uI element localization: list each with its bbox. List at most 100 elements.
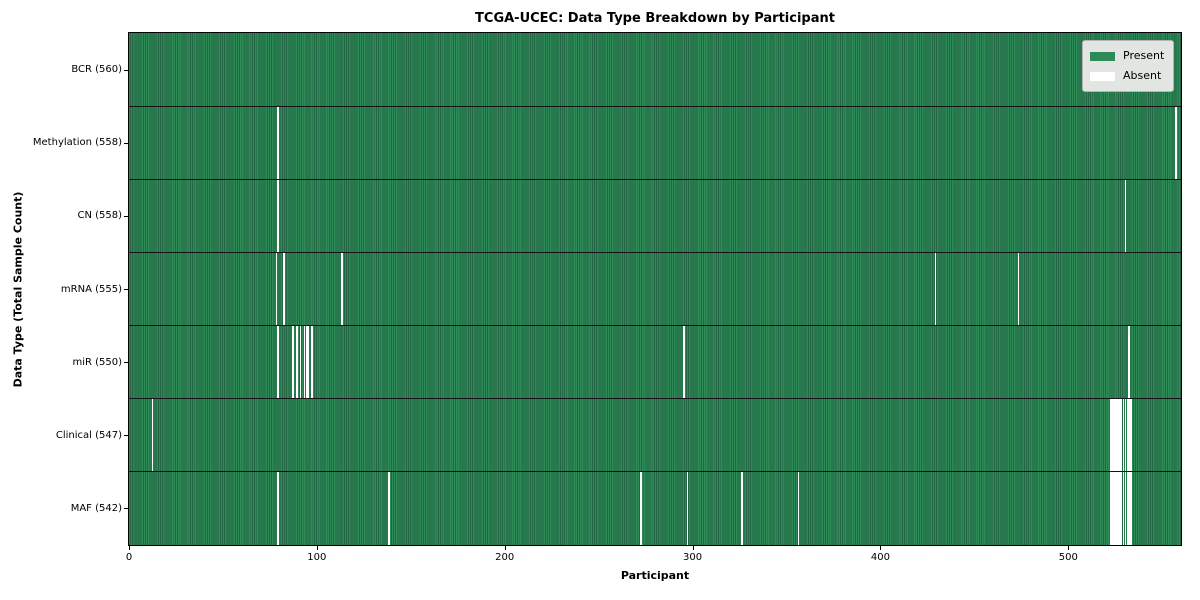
absent-mark [1128, 325, 1130, 399]
datatype-row-Methylation [129, 106, 1181, 180]
row-divider [129, 325, 1181, 327]
absent-mark [1113, 471, 1115, 545]
absent-mark [275, 252, 278, 326]
datatype-row-CN [129, 179, 1181, 253]
absent-mark [1175, 106, 1177, 180]
absent-mark [1124, 398, 1127, 472]
x-tick-label: 200 [495, 552, 515, 563]
absent-mark [1130, 398, 1132, 472]
legend-label-absent: Absent [1123, 69, 1162, 82]
legend-entry-absent: Absent [1090, 66, 1164, 86]
row-label: CN (558) [77, 210, 122, 222]
absent-mark [1126, 471, 1129, 545]
absent-mark [277, 179, 279, 253]
row-divider [129, 471, 1181, 473]
absent-mark [303, 325, 306, 399]
row-label: MAF (542) [70, 502, 122, 514]
absent-mark [741, 471, 743, 545]
x-tick [1068, 546, 1070, 550]
absent-mark [639, 471, 642, 545]
absent-mark [797, 471, 800, 545]
absent-mark [311, 325, 313, 399]
x-axis-label: Participant [620, 569, 690, 582]
plot-area [128, 32, 1182, 546]
absent-mark [299, 325, 302, 399]
absent-mark [1117, 398, 1119, 472]
x-tick-label: 100 [307, 552, 327, 563]
absent-mark [1119, 471, 1121, 545]
y-tick [124, 69, 128, 71]
y-tick [124, 362, 128, 364]
row-divider [129, 178, 1181, 180]
x-tick-label: 0 [125, 552, 133, 563]
absent-mark [1130, 471, 1132, 545]
absent-mark [277, 325, 279, 399]
absent-mark [277, 471, 279, 545]
absent-mark [283, 252, 285, 326]
x-tick-label: 300 [683, 552, 703, 563]
absent-mark [1111, 398, 1114, 472]
datatype-row-miR [129, 325, 1181, 399]
absent-mark [934, 252, 937, 326]
absent-mark [388, 471, 390, 545]
absent-mark [1128, 398, 1130, 472]
absent-mark [1120, 398, 1123, 472]
row-label: Clinical (547) [55, 429, 122, 441]
chart-title: TCGA-UCEC: Data Type Breakdown by Partic… [475, 11, 835, 26]
x-tick [692, 546, 694, 550]
row-label: miR (550) [72, 356, 122, 368]
absent-mark [292, 325, 294, 399]
x-tick [880, 546, 882, 550]
absent-mark [1109, 398, 1112, 472]
x-tick [504, 546, 506, 550]
absent-mark [151, 398, 154, 472]
datatype-row-mRNA [129, 252, 1181, 326]
y-tick [124, 289, 128, 290]
absent-mark [1109, 471, 1112, 545]
legend-entry-present: Present [1090, 46, 1164, 66]
absent-mark [1117, 471, 1119, 545]
x-tick-label: 500 [1058, 552, 1078, 563]
absent-mark [1120, 471, 1123, 545]
legend: Present Absent [1082, 40, 1175, 92]
absent-mark [1122, 398, 1125, 472]
y-tick [124, 215, 128, 217]
absent-mark [1124, 471, 1127, 545]
absent-mark [1115, 398, 1117, 472]
row-divider [129, 105, 1181, 107]
row-divider [129, 398, 1181, 400]
absent-mark [1122, 471, 1125, 545]
absent-mark [1017, 252, 1020, 326]
x-tick [316, 546, 318, 550]
row-label: mRNA (555) [60, 283, 122, 295]
absent-mark [1115, 471, 1117, 545]
absent-mark [683, 325, 685, 399]
absent-swatch-icon [1090, 71, 1115, 81]
absent-mark [686, 471, 689, 545]
datatype-row-BCR [129, 33, 1181, 107]
row-label: Methylation (558) [32, 137, 122, 149]
y-tick [124, 508, 128, 510]
x-tick-label: 400 [870, 552, 890, 563]
datatype-row-MAF [129, 471, 1181, 545]
y-tick [124, 435, 128, 437]
y-tick [124, 142, 128, 144]
legend-label-present: Present [1123, 49, 1165, 62]
absent-mark [307, 325, 309, 399]
absent-mark [1119, 398, 1121, 472]
absent-mark [305, 325, 308, 399]
absent-mark [1128, 471, 1130, 545]
absent-mark [296, 325, 298, 399]
datatype-row-Clinical [129, 398, 1181, 472]
absent-mark [341, 252, 343, 326]
absent-mark [1124, 179, 1127, 253]
absent-mark [1111, 471, 1114, 545]
absent-mark [277, 106, 279, 180]
x-tick [129, 546, 130, 550]
absent-mark [1126, 398, 1129, 472]
row-divider [129, 251, 1181, 253]
absent-mark [1113, 398, 1115, 472]
row-label: BCR (560) [71, 64, 122, 76]
present-swatch-icon [1090, 51, 1115, 61]
